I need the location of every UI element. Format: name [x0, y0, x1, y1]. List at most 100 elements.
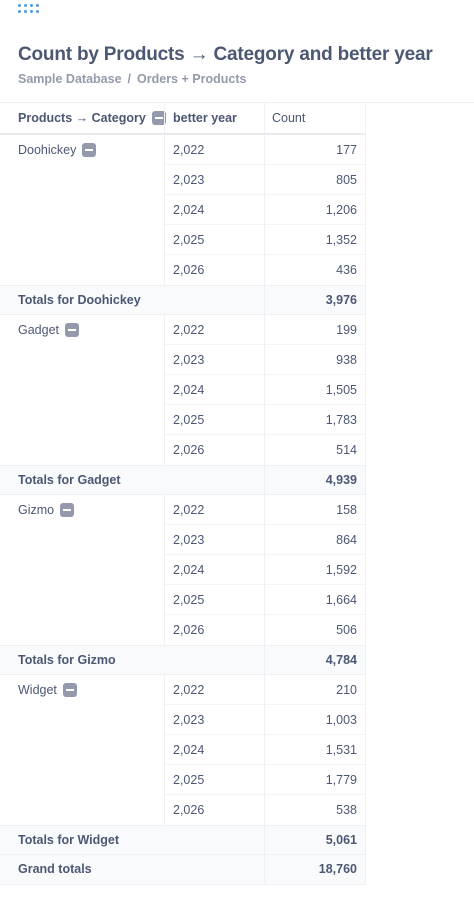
table-row: 2,023 864	[165, 525, 365, 555]
year-cell[interactable]: 2,022	[173, 323, 205, 337]
table-row: 2,022 158	[165, 495, 365, 525]
table-row: 2,026 514	[165, 435, 365, 465]
divider	[0, 102, 474, 103]
breadcrumb: Sample Database / Orders + Products	[18, 72, 246, 86]
grand-total-row: Grand totals 18,760	[0, 855, 365, 885]
count-cell[interactable]: 436	[336, 263, 357, 277]
year-cell[interactable]: 2,025	[173, 413, 205, 427]
row-group: Gadget 2,022 199 2,023 938 2,024 1,505 2,025 1,7…	[0, 315, 365, 465]
count-cell[interactable]: 1,531	[325, 743, 357, 757]
table-row: 2,026 436	[165, 255, 365, 285]
year-cell[interactable]: 2,022	[173, 503, 205, 517]
subtotal-value[interactable]: 5,061	[325, 833, 357, 847]
subtotal-label: Totals for Doohickey	[18, 293, 141, 307]
table-row: 2,024 1,592	[165, 555, 365, 585]
category-cell[interactable]: Doohickey	[18, 135, 97, 165]
year-cell[interactable]: 2,023	[173, 353, 205, 367]
breadcrumb-database[interactable]: Sample Database	[18, 72, 122, 86]
category-cell[interactable]: Gadget	[18, 315, 80, 345]
year-cell[interactable]: 2,023	[173, 533, 205, 547]
count-cell[interactable]: 1,664	[325, 593, 357, 607]
table-row: 2,022 199	[165, 315, 365, 345]
count-cell[interactable]: 1,352	[325, 233, 357, 247]
table-row: 2,025 1,664	[165, 585, 365, 615]
table-row: 2,024 1,505	[165, 375, 365, 405]
subtotal-label: Totals for Gadget	[18, 473, 121, 487]
year-cell[interactable]: 2,026	[173, 263, 205, 277]
count-cell[interactable]: 210	[336, 683, 357, 697]
count-cell[interactable]: 506	[336, 623, 357, 637]
subtotal-label: Totals for Widget	[18, 833, 120, 847]
count-cell[interactable]: 805	[336, 173, 357, 187]
year-cell[interactable]: 2,023	[173, 173, 205, 187]
collapse-row-icon[interactable]	[82, 142, 97, 157]
subtotal-row: Totals for Gadget 4,939	[0, 465, 365, 495]
table-row: 2,023 805	[165, 165, 365, 195]
count-cell[interactable]: 1,592	[325, 563, 357, 577]
row-group: Doohickey 2,022 177 2,023 805 2,024 1,206 2,025…	[0, 135, 365, 285]
collapse-row-icon[interactable]	[60, 502, 75, 517]
subtotal-value[interactable]: 3,976	[325, 293, 357, 307]
count-cell[interactable]: 538	[336, 803, 357, 817]
table-row: 2,025 1,352	[165, 225, 365, 255]
subtotal-row: Totals for Gizmo 4,784	[0, 645, 365, 675]
year-cell[interactable]: 2,022	[173, 143, 205, 157]
year-cell[interactable]: 2,024	[173, 383, 205, 397]
category-cell[interactable]: Widget	[18, 675, 77, 705]
subtotal-value[interactable]: 4,939	[325, 473, 357, 487]
table-row: 2,022 210	[165, 675, 365, 705]
table-row: 2,024 1,206	[165, 195, 365, 225]
count-cell[interactable]: 177	[336, 143, 357, 157]
pivot-table: Products → Category better year Count Do…	[0, 103, 366, 885]
subtotal-value[interactable]: 4,784	[325, 653, 357, 667]
subtotal-row: Totals for Doohickey 3,976	[0, 285, 365, 315]
count-cell[interactable]: 1,505	[325, 383, 357, 397]
subtotal-row: Totals for Widget 5,061	[0, 825, 365, 855]
year-cell[interactable]: 2,024	[173, 563, 205, 577]
count-cell[interactable]: 1,003	[325, 713, 357, 727]
year-cell[interactable]: 2,026	[173, 803, 205, 817]
table-row: 2,025 1,779	[165, 765, 365, 795]
table-row: 2,026 506	[165, 615, 365, 645]
count-cell[interactable]: 864	[336, 533, 357, 547]
category-cell[interactable]: Gizmo	[18, 495, 75, 525]
count-cell[interactable]: 514	[336, 443, 357, 457]
row-group: Gizmo 2,022 158 2,023 864 2,024 1,592 2,025 1,66…	[0, 495, 365, 645]
metabase-logo-icon[interactable]	[18, 0, 42, 16]
year-cell[interactable]: 2,025	[173, 773, 205, 787]
count-cell[interactable]: 938	[336, 353, 357, 367]
collapse-row-icon[interactable]	[65, 322, 80, 337]
count-cell[interactable]: 158	[336, 503, 357, 517]
grand-total-label: Grand totals	[18, 862, 92, 876]
table-row: 2,024 1,531	[165, 735, 365, 765]
column-header-count[interactable]: Count	[272, 111, 306, 125]
collapse-row-icon[interactable]	[62, 682, 77, 697]
count-cell[interactable]: 1,783	[325, 413, 357, 427]
row-group: Widget 2,022 210 2,023 1,003 2,024 1,531 2,025 1…	[0, 675, 365, 825]
grand-total-value[interactable]: 18,760	[318, 862, 357, 876]
count-cell[interactable]: 1,206	[325, 203, 357, 217]
year-cell[interactable]: 2,024	[173, 743, 205, 757]
breadcrumb-table[interactable]: Orders + Products	[137, 72, 247, 86]
year-cell[interactable]: 2,025	[173, 233, 205, 247]
year-cell[interactable]: 2,025	[173, 593, 205, 607]
table-row: 2,025 1,783	[165, 405, 365, 435]
count-cell[interactable]: 1,779	[325, 773, 357, 787]
year-cell[interactable]: 2,024	[173, 203, 205, 217]
breadcrumb-separator: /	[127, 72, 132, 86]
table-row: 2,023 1,003	[165, 705, 365, 735]
year-cell[interactable]: 2,026	[173, 623, 205, 637]
table-row: 2,026 538	[165, 795, 365, 825]
count-cell[interactable]: 199	[336, 323, 357, 337]
table-body: Doohickey 2,022 177 2,023 805 2,024 1,206 2,025…	[0, 135, 365, 885]
year-cell[interactable]: 2,023	[173, 713, 205, 727]
year-cell[interactable]: 2,026	[173, 443, 205, 457]
table-header: Products → Category better year Count	[0, 103, 365, 135]
table-row: 2,023 938	[165, 345, 365, 375]
column-header-category[interactable]: Products → Category	[18, 103, 166, 133]
table-row: 2,022 177	[165, 135, 365, 165]
subtotal-label: Totals for Gizmo	[18, 653, 116, 667]
year-cell[interactable]: 2,022	[173, 683, 205, 697]
collapse-column-icon[interactable]	[151, 110, 166, 125]
column-header-year[interactable]: better year	[173, 111, 237, 125]
